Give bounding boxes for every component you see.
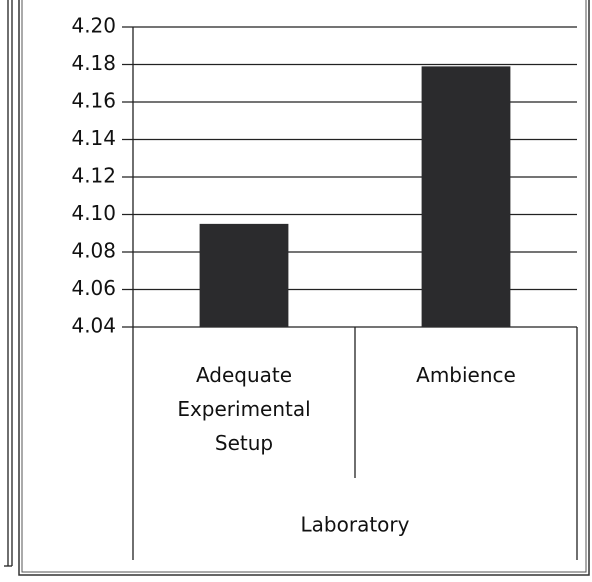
y-tick-label: 4.10	[71, 201, 116, 225]
frame	[21, 0, 587, 573]
y-tick-label: 4.16	[71, 89, 116, 113]
x-tick-label: Adequate Experimental Setup	[177, 363, 310, 455]
y-tick-label: 4.04	[71, 314, 116, 338]
group-label: Laboratory	[301, 513, 410, 537]
y-tick-label: 4.20	[71, 14, 116, 38]
bar	[199, 223, 289, 327]
y-tick-label: 4.08	[71, 239, 116, 263]
y-tick-label: 4.12	[71, 164, 116, 188]
x-tick-label: Ambience	[416, 363, 516, 387]
y-tick-label: 4.18	[71, 51, 116, 75]
y-tick-label: 4.06	[71, 276, 116, 300]
bar	[421, 66, 511, 327]
y-tick-label: 4.14	[71, 126, 116, 150]
frame	[18, 0, 590, 576]
